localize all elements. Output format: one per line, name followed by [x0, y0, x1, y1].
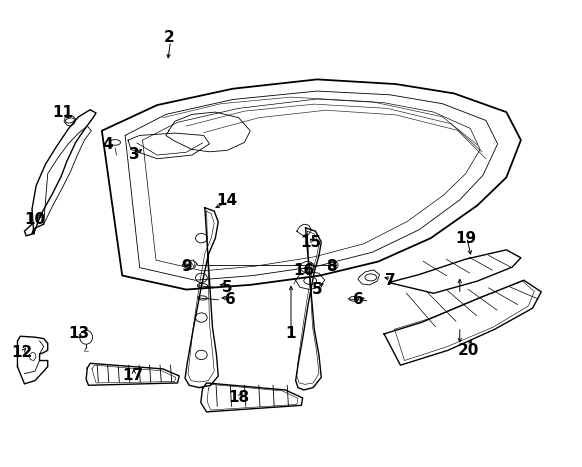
Text: 4: 4	[102, 137, 113, 152]
Text: 5: 5	[222, 280, 232, 295]
Text: 20: 20	[458, 343, 479, 358]
Text: 10: 10	[24, 212, 45, 227]
Text: 3: 3	[129, 147, 139, 162]
Text: 2: 2	[164, 30, 174, 45]
Text: 16: 16	[293, 263, 314, 278]
Text: 17: 17	[122, 368, 143, 383]
Text: 18: 18	[228, 390, 249, 405]
Text: 5: 5	[312, 282, 322, 297]
Text: 6: 6	[353, 292, 363, 307]
Text: 9: 9	[181, 259, 191, 274]
Text: 7: 7	[385, 273, 395, 288]
Text: 1: 1	[286, 326, 296, 341]
Text: 11: 11	[52, 105, 73, 120]
Text: 19: 19	[455, 231, 476, 246]
Text: 14: 14	[217, 193, 237, 208]
Text: 13: 13	[68, 326, 89, 341]
Text: 15: 15	[301, 235, 322, 250]
Text: 8: 8	[327, 259, 337, 274]
Text: 6: 6	[225, 292, 235, 307]
Text: 12: 12	[12, 345, 33, 360]
